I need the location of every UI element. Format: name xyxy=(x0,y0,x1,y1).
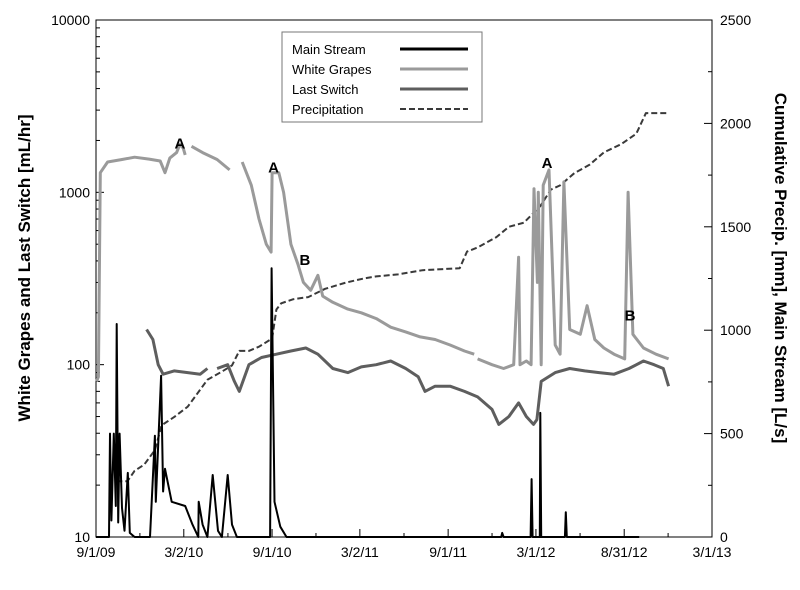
x-tick-label: 9/1/09 xyxy=(77,544,116,560)
x-tick-label: 3/1/12 xyxy=(516,544,555,560)
y-right-tick-label: 1000 xyxy=(720,322,751,338)
legend-label-main-stream: Main Stream xyxy=(292,42,366,57)
legend-label-last-switch: Last Switch xyxy=(292,82,358,97)
annotation-label: B xyxy=(299,252,310,269)
legend-box xyxy=(281,31,483,123)
x-tick-label: 3/2/10 xyxy=(164,544,203,560)
y-left-tick-label: 1000 xyxy=(59,184,90,200)
y-right-tick-label: 2500 xyxy=(720,12,751,28)
series-line-white-grapes xyxy=(95,142,187,382)
legend-label-precipitation: Precipitation xyxy=(292,102,364,117)
y-right-tick-label: 500 xyxy=(720,426,744,442)
x-tick-label: 9/1/11 xyxy=(429,544,467,560)
y-right-axis-label: Cumulative Precip. [mm], Main Stream [L/… xyxy=(771,93,790,443)
x-tick-label: 9/1/10 xyxy=(253,544,292,560)
y-left-tick-label: 10 xyxy=(74,529,90,545)
series-line-last-switch xyxy=(145,328,209,376)
series-line-last-switch xyxy=(216,346,671,426)
annotation-label: A xyxy=(542,155,553,172)
annotation-label: A xyxy=(268,160,279,177)
y-right-tick-label: 0 xyxy=(720,529,728,545)
series-layer xyxy=(95,112,671,538)
legend: Main Stream White Grapes Last Switch Precip… xyxy=(281,31,483,123)
y-left-axis-label: White Grapes and Last Switch [mL/hr] xyxy=(15,115,34,422)
x-tick-label: 3/1/13 xyxy=(693,544,732,560)
series-line-white-grapes xyxy=(477,168,670,370)
y-left-tick-label: 100 xyxy=(67,357,91,373)
series-line-white-grapes xyxy=(240,161,475,356)
legend-label-white-grapes: White Grapes xyxy=(292,62,372,77)
annotations-layer: A A B A B xyxy=(175,135,636,324)
y-left-tick-label: 10000 xyxy=(51,12,90,28)
y-right-tick-label: 2000 xyxy=(720,115,751,131)
series-line-precipitation xyxy=(116,112,669,483)
x-tick-label: 8/31/12 xyxy=(601,544,648,560)
annotation-label: A xyxy=(175,135,186,152)
annotation-label: B xyxy=(625,308,636,325)
x-tick-label: 3/2/11 xyxy=(341,544,379,560)
y-right-tick-label: 1500 xyxy=(720,219,751,235)
series-line-white-grapes xyxy=(190,144,231,172)
series-line-main-stream xyxy=(96,267,640,538)
